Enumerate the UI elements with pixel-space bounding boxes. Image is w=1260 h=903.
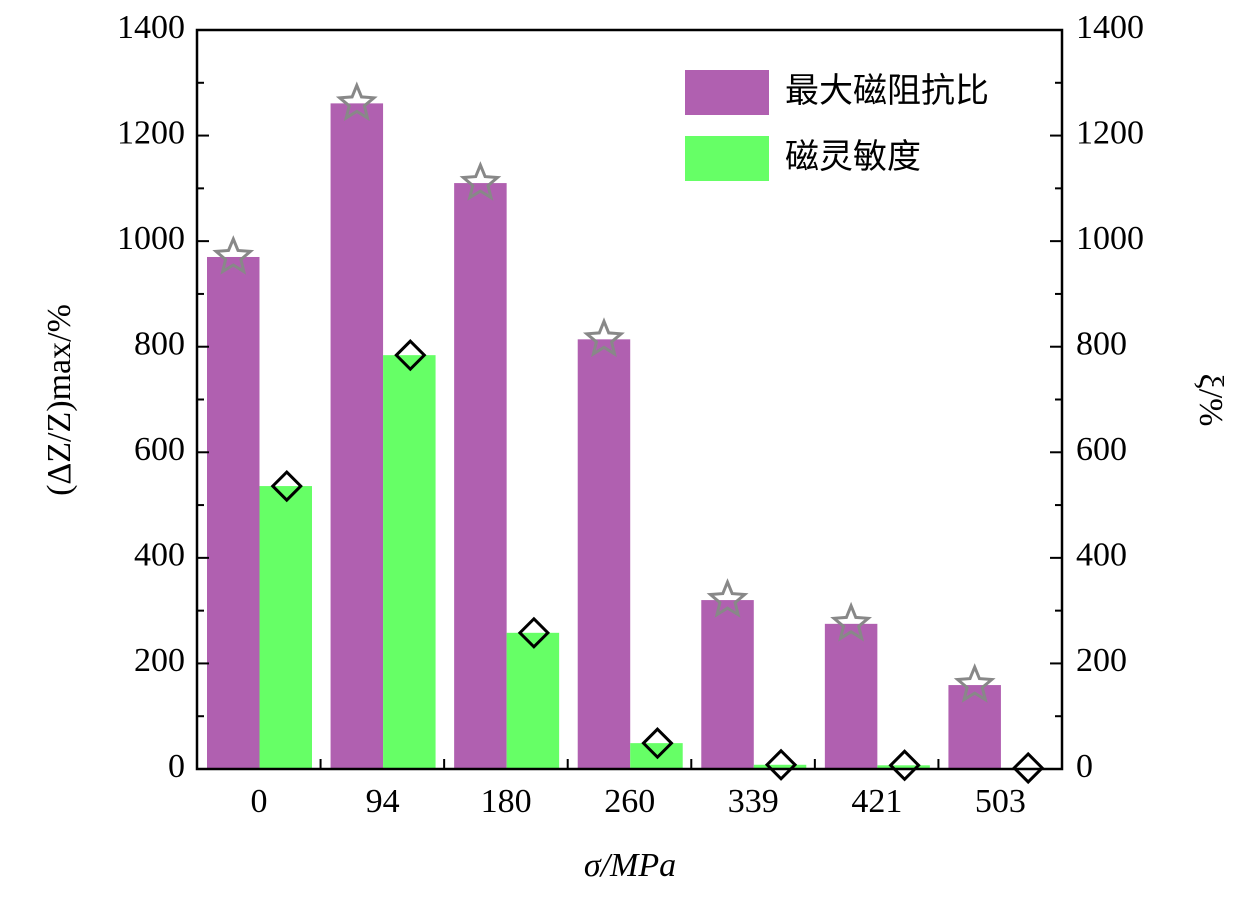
bar bbox=[330, 103, 384, 770]
y2-tick-label: 0 bbox=[1076, 748, 1093, 785]
x-tick-label: 421 bbox=[851, 783, 902, 820]
y-tick-label: 600 bbox=[134, 431, 185, 468]
x-tick-label: 94 bbox=[366, 783, 400, 820]
star-marker bbox=[582, 317, 625, 358]
bar bbox=[877, 765, 930, 769]
x-axis-label: σ/MPa bbox=[584, 847, 676, 884]
diamond-marker bbox=[1012, 751, 1045, 785]
x-tick-label: 339 bbox=[728, 783, 779, 820]
bar bbox=[577, 339, 631, 769]
y2-tick-label: 600 bbox=[1076, 431, 1127, 468]
x-tick-label: 260 bbox=[604, 783, 655, 820]
y2-tick-label: 800 bbox=[1076, 326, 1127, 363]
bar bbox=[454, 183, 507, 770]
y-axis-label: (ΔZ/Z)max/% bbox=[41, 304, 78, 496]
star-marker bbox=[953, 663, 996, 703]
bar bbox=[701, 600, 754, 769]
x-tick-label: 503 bbox=[975, 783, 1026, 820]
diamond-marker bbox=[517, 616, 551, 649]
y-tick-label: 800 bbox=[134, 326, 185, 363]
bar bbox=[824, 623, 878, 769]
diamond-marker bbox=[641, 727, 674, 760]
star-marker bbox=[459, 161, 502, 201]
y2-tick-label: 1400 bbox=[1076, 9, 1144, 46]
y-tick-label: 0 bbox=[168, 748, 185, 785]
bar bbox=[259, 486, 312, 769]
y2-tick-label: 1000 bbox=[1076, 220, 1144, 257]
diamond-marker bbox=[764, 748, 798, 781]
y-tick-label: 1200 bbox=[117, 114, 185, 151]
star-marker bbox=[335, 81, 378, 122]
legend-swatch bbox=[685, 136, 769, 181]
bar bbox=[948, 685, 1001, 769]
star-marker bbox=[212, 235, 255, 275]
y-tick-label: 1400 bbox=[117, 9, 185, 46]
bar bbox=[506, 632, 560, 769]
star-marker bbox=[830, 601, 872, 642]
legend-label: 最大磁阻抗比 bbox=[785, 72, 989, 110]
x-tick-label: 180 bbox=[481, 783, 532, 820]
bar bbox=[207, 256, 260, 769]
y2-axis-label: ξ/% bbox=[1192, 374, 1229, 427]
diamond-marker bbox=[270, 469, 303, 503]
y-tick-label: 400 bbox=[134, 537, 185, 574]
star-marker bbox=[706, 578, 749, 618]
y2-tick-label: 1200 bbox=[1076, 114, 1144, 151]
x-tick-label: 0 bbox=[251, 783, 268, 820]
bar bbox=[383, 355, 436, 769]
diamond-marker bbox=[394, 339, 427, 372]
y2-tick-label: 200 bbox=[1076, 642, 1127, 679]
y2-tick-label: 400 bbox=[1076, 537, 1127, 574]
legend-label: 磁灵敏度 bbox=[785, 138, 921, 176]
y-tick-label: 1000 bbox=[117, 220, 185, 257]
legend-swatch bbox=[685, 70, 769, 115]
y-tick-label: 200 bbox=[134, 642, 185, 679]
diamond-marker bbox=[888, 749, 921, 782]
bar bbox=[753, 764, 807, 769]
